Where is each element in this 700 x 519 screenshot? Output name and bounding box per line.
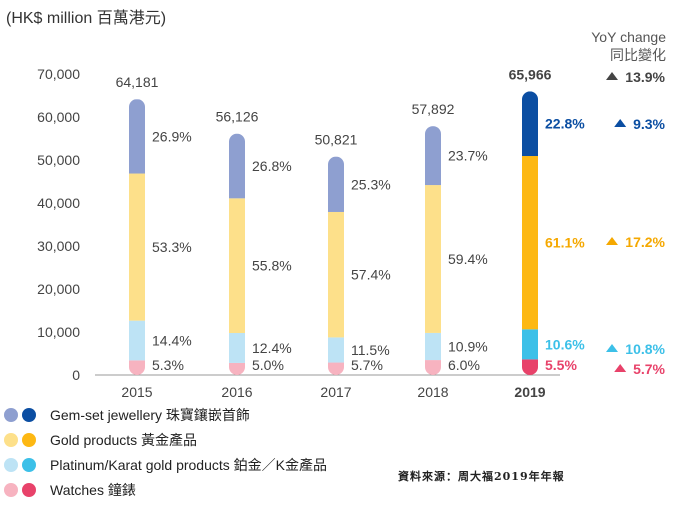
- yoy-value: 10.8%: [625, 341, 665, 357]
- x-tick-label: 2016: [221, 384, 252, 400]
- segment-label: 10.9%: [448, 338, 488, 354]
- yoy-value: 13.9%: [625, 69, 665, 85]
- up-triangle-icon: [614, 119, 627, 127]
- bar-segment: [522, 156, 538, 330]
- segment-label: 10.6%: [545, 336, 585, 352]
- bar-segment: [328, 156, 344, 212]
- legend-platinum: Platinum/Karat gold products 鉑金／K金產品: [4, 455, 327, 475]
- bar-segment: [425, 185, 441, 333]
- segment-label: 5.7%: [351, 357, 383, 373]
- yoy-title-zh: 同比變化: [610, 47, 666, 63]
- bar-segment: [425, 360, 441, 375]
- legend-gold: Gold products 黃金產品: [4, 430, 197, 450]
- up-triangle-icon: [614, 364, 627, 372]
- up-triangle-icon: [606, 72, 618, 80]
- y-tick-label: 20,000: [37, 281, 80, 297]
- legend-swatch-dark: [22, 483, 36, 497]
- y-tick-label: 60,000: [37, 109, 80, 125]
- segment-label: 55.8%: [252, 258, 292, 274]
- legend-swatch-light: [4, 483, 18, 497]
- segment-label: 22.8%: [545, 116, 585, 132]
- legend-swatch-dark: [22, 433, 36, 447]
- x-tick-label: 2018: [417, 384, 448, 400]
- legend-label: Gem-set jewellery 珠寶鑲嵌首飾: [50, 407, 250, 423]
- legend-gem: Gem-set jewellery 珠寶鑲嵌首飾: [4, 405, 250, 425]
- total-label: 57,892: [412, 101, 455, 117]
- y-tick-label: 50,000: [37, 152, 80, 168]
- yoy-value: 17.2%: [625, 234, 665, 250]
- x-tick-label: 2017: [320, 384, 351, 400]
- bar-segment: [328, 362, 344, 375]
- bar-segment: [328, 211, 344, 338]
- legend-swatch-dark: [22, 408, 36, 422]
- segment-label: 59.4%: [448, 251, 488, 267]
- total-label: 64,181: [116, 74, 159, 90]
- bar-segment: [229, 133, 245, 199]
- up-triangle-icon: [606, 344, 618, 352]
- source-note: 資料來源：周大福2019年年報: [398, 470, 565, 483]
- total-label: 56,126: [216, 109, 259, 125]
- segment-label: 26.8%: [252, 158, 292, 174]
- legend-label: Watches 鐘錶: [50, 482, 136, 498]
- yoy-value: 9.3%: [633, 116, 665, 132]
- legend-label: Platinum/Karat gold products 鉑金／K金產品: [50, 457, 327, 473]
- segment-label: 11.5%: [351, 342, 390, 358]
- unit-label: (HK$ million 百萬港元): [6, 10, 167, 27]
- yoy-title: YoY change: [591, 29, 666, 45]
- legend-label: Gold products 黃金產品: [50, 432, 198, 448]
- segment-label: 23.7%: [448, 148, 488, 164]
- bar-segment: [522, 359, 538, 375]
- legend-watches: Watches 鐘錶: [4, 480, 136, 500]
- segment-label: 26.9%: [152, 128, 192, 144]
- segment-label: 5.3%: [152, 357, 184, 373]
- up-triangle-icon: [606, 237, 618, 245]
- total-label: 65,966: [509, 66, 552, 82]
- bar-segment: [425, 126, 441, 186]
- segment-label: 6.0%: [448, 357, 480, 373]
- segment-label: 14.4%: [152, 333, 192, 349]
- segment-label: 61.1%: [545, 235, 585, 251]
- bar-segment: [229, 362, 245, 375]
- bar-segment: [522, 91, 538, 157]
- segment-label: 57.4%: [351, 267, 391, 283]
- y-tick-label: 10,000: [37, 324, 80, 340]
- segment-label: 12.4%: [252, 340, 292, 356]
- segment-label: 5.5%: [545, 357, 577, 373]
- total-label: 50,821: [315, 131, 358, 147]
- y-tick-label: 30,000: [37, 238, 80, 254]
- y-tick-label: 0: [72, 367, 80, 383]
- bar-segment: [129, 360, 145, 375]
- bar-segment: [129, 99, 145, 174]
- bar-segment: [129, 173, 145, 321]
- y-tick-label: 70,000: [37, 66, 80, 82]
- segment-label: 25.3%: [351, 176, 391, 192]
- x-tick-label: 2019: [514, 384, 545, 400]
- yoy-value: 5.7%: [633, 361, 665, 377]
- legend-swatch-light: [4, 408, 18, 422]
- legend-swatch-dark: [22, 458, 36, 472]
- legend-swatch-light: [4, 433, 18, 447]
- legend-swatch-light: [4, 458, 18, 472]
- segment-label: 53.3%: [152, 239, 192, 255]
- bar-segment: [425, 332, 441, 361]
- y-tick-label: 40,000: [37, 195, 80, 211]
- bar-segment: [229, 198, 245, 334]
- bar-segment: [129, 320, 145, 361]
- yoy-header: YoY change 同比變化: [591, 28, 666, 64]
- x-tick-label: 2015: [121, 384, 152, 400]
- bar-segment: [229, 333, 245, 363]
- segment-label: 5.0%: [252, 357, 284, 373]
- bar-segment: [328, 337, 344, 363]
- bar-segment: [522, 329, 538, 360]
